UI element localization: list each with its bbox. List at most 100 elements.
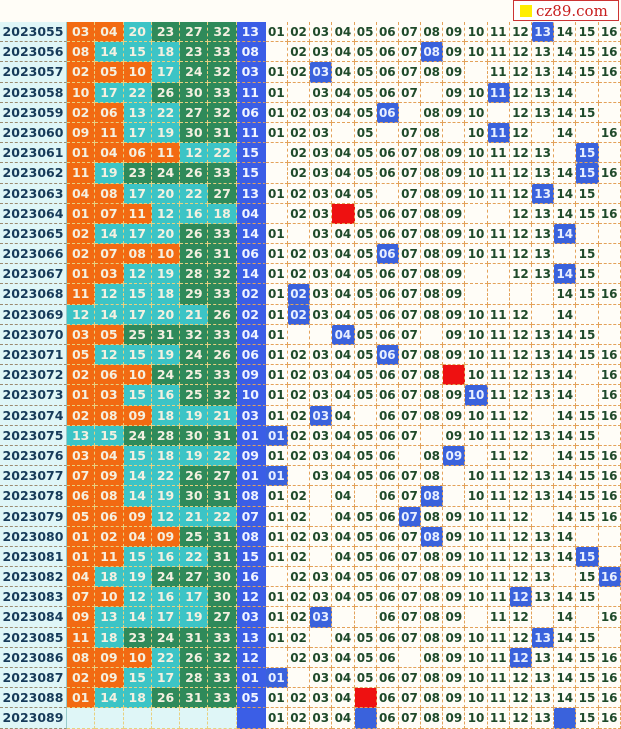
blue-number-cell: 10 xyxy=(465,405,488,426)
blue-number-cell xyxy=(598,183,621,204)
red-ball: 08 xyxy=(67,647,96,668)
red-ball: 14 xyxy=(123,466,152,487)
blue-number-cell: 02 xyxy=(287,22,311,43)
issue-number: 2023064 xyxy=(0,203,67,224)
issue-number: 2023083 xyxy=(0,587,67,608)
blue-number-cell: 04 xyxy=(332,506,355,527)
blue-number-cell: 07 xyxy=(398,284,422,305)
blue-number-cell: 04 xyxy=(332,425,355,446)
blue-number-cell: 15 xyxy=(576,405,599,426)
blue-number-cell: 01 xyxy=(265,385,288,406)
blue-number-cell: 09 xyxy=(443,567,466,588)
blue-number-cell: 06 xyxy=(376,143,399,164)
blue-number-cell: 03 xyxy=(310,708,333,729)
red-ball: 19 xyxy=(151,486,181,507)
blue-number-cell: 04 xyxy=(332,244,355,265)
blue-number-cell: 01 xyxy=(265,546,288,568)
red-ball: 27 xyxy=(180,22,209,43)
blue-number-cell: 03 xyxy=(310,244,333,265)
blue-number-cell: 13 xyxy=(532,42,555,63)
issue-number: 2023086 xyxy=(0,647,67,668)
blue-number-cell: 09 xyxy=(443,284,466,305)
blue-number-cell: 13 xyxy=(532,345,555,366)
blue-ball: 15 xyxy=(236,163,266,184)
red-ball: 18 xyxy=(95,627,124,648)
blue-number-cell: 08 xyxy=(421,506,444,527)
blue-number-cell: 04 xyxy=(332,163,355,184)
blue-number-cell: 02 xyxy=(287,183,311,204)
red-ball: 01 xyxy=(67,688,96,709)
blue-number-cell: 15 xyxy=(576,183,599,204)
blue-ball: 13 xyxy=(236,627,266,648)
blue-number-cell: 11 xyxy=(487,546,510,568)
blue-ball: 09 xyxy=(236,445,266,467)
blue-number-cell: 13 xyxy=(532,102,555,123)
blue-number-cell: 15 xyxy=(576,486,599,507)
red-ball: 23 xyxy=(123,163,152,184)
header-strip xyxy=(0,0,621,22)
blue-number-cell: 05 xyxy=(354,304,377,325)
blue-number-cell: 09 xyxy=(443,163,466,184)
blue-number-cell: 16 xyxy=(598,668,621,689)
blue-number-cell: 05 xyxy=(354,324,377,345)
blue-number-cell: 14 xyxy=(554,546,577,568)
red-ball: 01 xyxy=(67,203,96,224)
issue-number: 2023078 xyxy=(0,486,67,507)
blue-number-cell: 15 xyxy=(576,506,599,527)
blue-number-cell: 02 xyxy=(287,425,311,446)
red-ball: 17 xyxy=(151,607,181,628)
blue-number-cell: 14 xyxy=(554,647,577,668)
blue-hit-marker: 08 xyxy=(421,526,444,547)
blue-number-cell: 10 xyxy=(465,668,488,689)
red-ball: 19 xyxy=(180,405,209,426)
blue-number-cell: 08 xyxy=(421,466,444,487)
blue-number-cell: 02 xyxy=(287,445,311,467)
red-ball: 10 xyxy=(151,244,181,265)
blue-number-cell: 06 xyxy=(376,466,399,487)
red-ball: 10 xyxy=(123,365,152,386)
blue-number-cell: 07 xyxy=(398,244,422,265)
blue-number-cell: 07 xyxy=(398,466,422,487)
blue-number-cell: 07 xyxy=(398,688,422,709)
blue-number-cell: 13 xyxy=(532,647,555,668)
blue-number-cell: 12 xyxy=(509,627,533,648)
blue-number-cell: 12 xyxy=(509,445,533,467)
blue-number-cell: 07 xyxy=(398,627,422,648)
red-ball: 33 xyxy=(208,688,237,709)
blue-number-cell xyxy=(443,486,466,507)
blue-number-cell: 11 xyxy=(487,647,510,668)
red-ball: 09 xyxy=(123,405,152,426)
blue-number-cell: 13 xyxy=(532,244,555,265)
blue-number-cell: 10 xyxy=(465,486,488,507)
red-ball: 31 xyxy=(208,486,237,507)
issue-number: 2023068 xyxy=(0,284,67,305)
blue-number-cell: 08 xyxy=(421,22,444,43)
red-ball: 33 xyxy=(208,42,237,63)
blue-number-cell: 16 xyxy=(598,506,621,527)
red-ball: 18 xyxy=(95,567,124,588)
red-ball: 01 xyxy=(67,526,96,547)
red-ball: 18 xyxy=(151,284,181,305)
blue-number-cell: 06 xyxy=(376,22,399,43)
blue-number-cell xyxy=(576,304,599,325)
logo-text: cz89.com xyxy=(536,1,608,20)
blue-number-cell: 05 xyxy=(354,385,377,406)
blue-number-cell: 14 xyxy=(554,82,577,103)
blue-number-cell: 09 xyxy=(443,647,466,668)
blue-number-cell: 03 xyxy=(310,425,333,446)
issue-number: 2023069 xyxy=(0,304,67,325)
blue-number-cell: 14 xyxy=(554,425,577,446)
blue-ball: 15 xyxy=(236,143,266,164)
blue-number-cell: 07 xyxy=(398,22,422,43)
blue-number-cell xyxy=(465,445,488,467)
red-ball: 31 xyxy=(180,688,209,709)
logo-square-icon xyxy=(520,4,532,17)
blue-number-cell: 03 xyxy=(310,445,333,467)
blue-number-cell: 08 xyxy=(421,688,444,709)
blue-number-cell xyxy=(576,385,599,406)
blue-number-cell: 12 xyxy=(509,486,533,507)
table-row: 2023060 09 11 17 19 30 31 11 01 02 03 05 07 08 10 11 12 1… xyxy=(0,122,621,144)
blue-number-cell: 07 xyxy=(398,546,422,568)
blue-number-cell: 06 xyxy=(376,82,399,103)
blue-number-cell: 10 xyxy=(465,143,488,164)
